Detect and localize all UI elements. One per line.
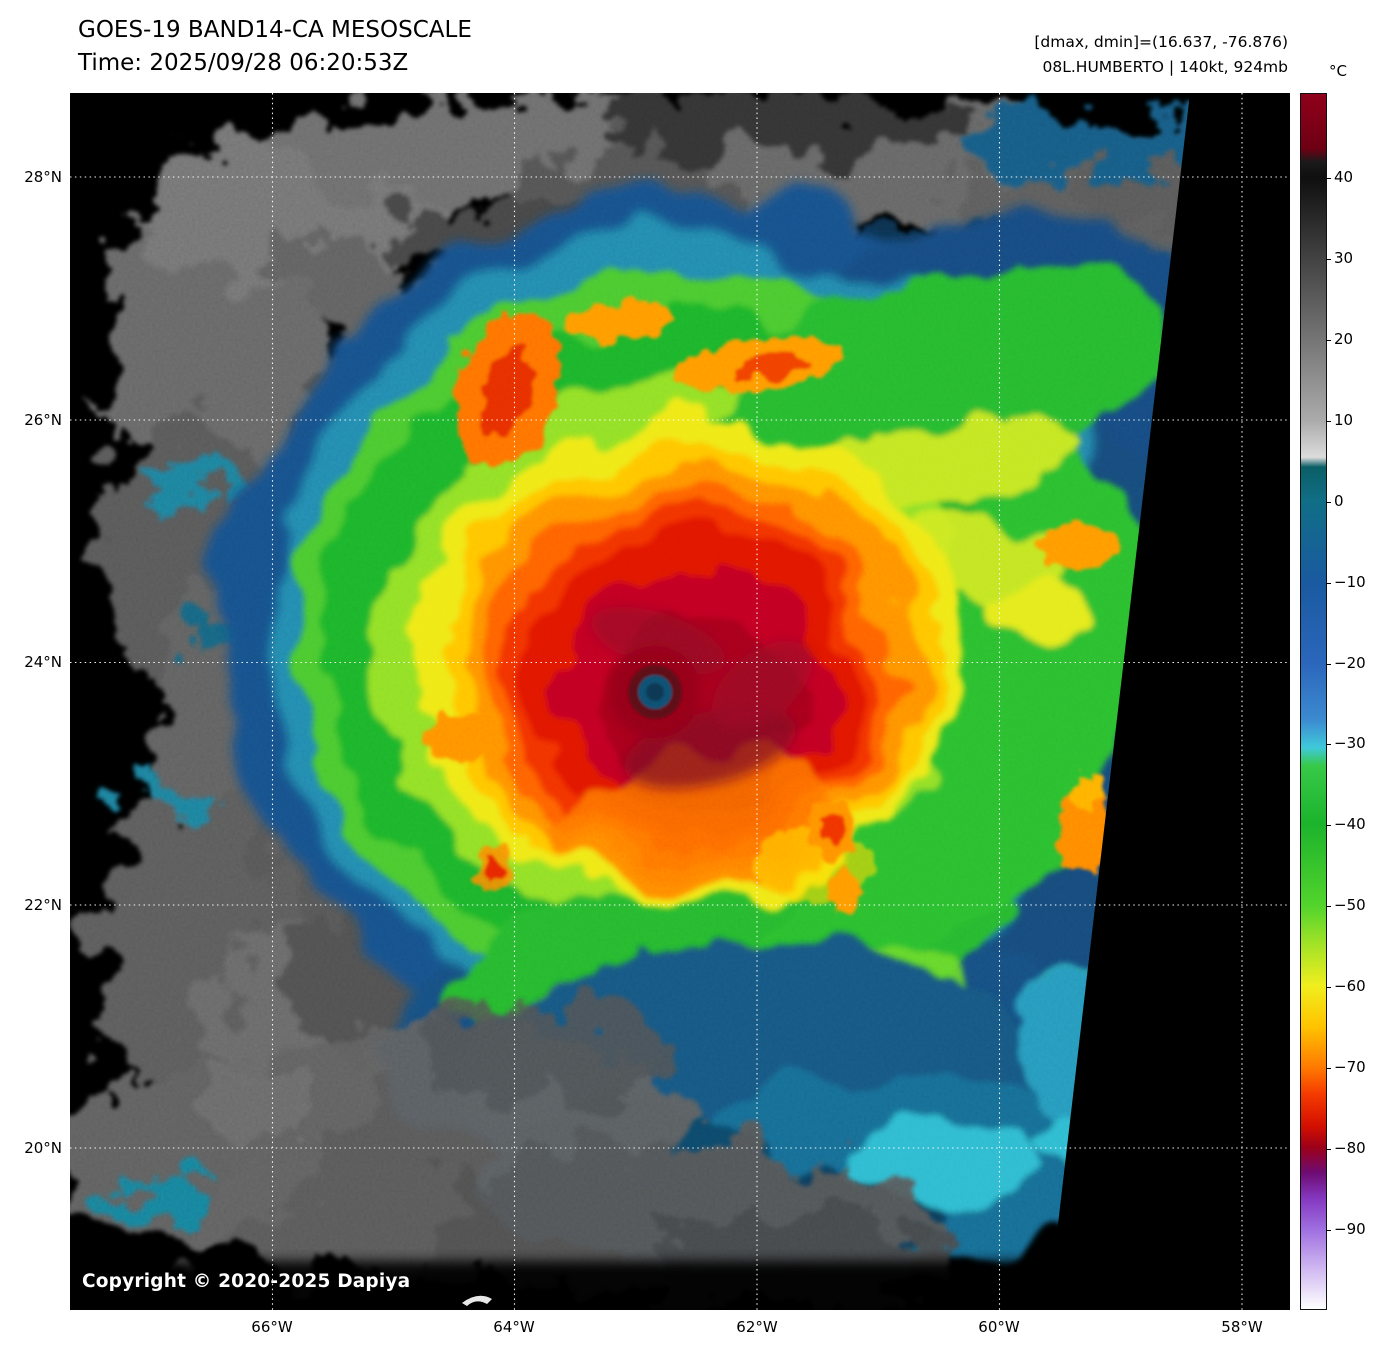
lon-label-60w: 60°W [978,1318,1020,1336]
grid-lines [70,93,1290,1310]
colorbar-tick-label: 30 [1334,249,1354,267]
lat-label-22n: 22°N [24,896,62,914]
lat-label-28n: 28°N [24,168,62,186]
colorbar-tick-mark [1326,906,1331,908]
colorbar-tick-label: −40 [1334,815,1366,833]
colorbar-tick-label: 0 [1334,492,1344,510]
colorbar-tick-mark [1326,340,1331,342]
colorbar-tick-label: 20 [1334,330,1354,348]
colorbar-tick-label: −10 [1334,573,1366,591]
storm-readout: 08L.HUMBERTO | 140kt, 924mb [1042,58,1289,76]
header-right: [dmax, dmin]=(16.637, -76.876) 08L.HUMBE… [1034,30,1288,80]
colorbar-tick-label: −20 [1334,654,1366,672]
header-left: GOES-19 BAND14-CA MESOSCALE Time: 2025/0… [78,14,472,80]
colorbar-tick-mark [1326,502,1331,504]
colorbar-tick-label: 10 [1334,411,1354,429]
colorbar-tick-label: −50 [1334,896,1366,914]
colorbar-tick-label: −30 [1334,734,1366,752]
colorbar-tick-mark [1326,664,1331,666]
colorbar-tick-mark [1326,583,1331,585]
colorbar-tick-mark [1326,1149,1331,1151]
colorbar-tick-label: −90 [1334,1220,1366,1238]
sector-edge-nodata [1048,93,1290,1310]
timestamp: Time: 2025/09/28 06:20:53Z [78,50,409,76]
colorbar-tick-mark [1326,825,1331,827]
product-title: GOES-19 BAND14-CA MESOSCALE [78,17,472,43]
colorbar-tick-mark [1326,987,1331,989]
copyright-watermark: Copyright © 2020-2025 Dapiya [82,1271,411,1292]
colorbar-tick-mark [1326,1230,1331,1232]
colorbar-tick-mark [1326,259,1331,261]
pen-watermark [462,1295,492,1306]
lat-label-24n: 24°N [24,653,62,671]
satellite-ir-image [70,93,1290,1310]
lon-label-66w: 66°W [251,1318,293,1336]
map-plot: Copyright © 2020-2025 Dapiya [70,93,1290,1310]
dmax-dmin-readout: [dmax, dmin]=(16.637, -76.876) [1034,33,1288,51]
lon-label-62w: 62°W [736,1318,778,1336]
colorbar-tick-mark [1326,178,1331,180]
colorbar-tick-label: −80 [1334,1139,1366,1157]
lon-label-64w: 64°W [493,1318,535,1336]
colorbar-unit-label: °C [1329,62,1347,80]
lon-label-58w: 58°W [1221,1318,1263,1336]
colorbar-tick-label: 40 [1334,168,1354,186]
colorbar-tick-label: −60 [1334,977,1366,995]
colorbar-gradient [1300,93,1331,1310]
colorbar-tick-mark [1326,421,1331,423]
lat-label-26n: 26°N [24,411,62,429]
colorbar-tick-mark [1326,1068,1331,1070]
lat-label-20n: 20°N [24,1139,62,1157]
colorbar-tick-mark [1326,744,1331,746]
colorbar-tick-label: −70 [1334,1058,1366,1076]
